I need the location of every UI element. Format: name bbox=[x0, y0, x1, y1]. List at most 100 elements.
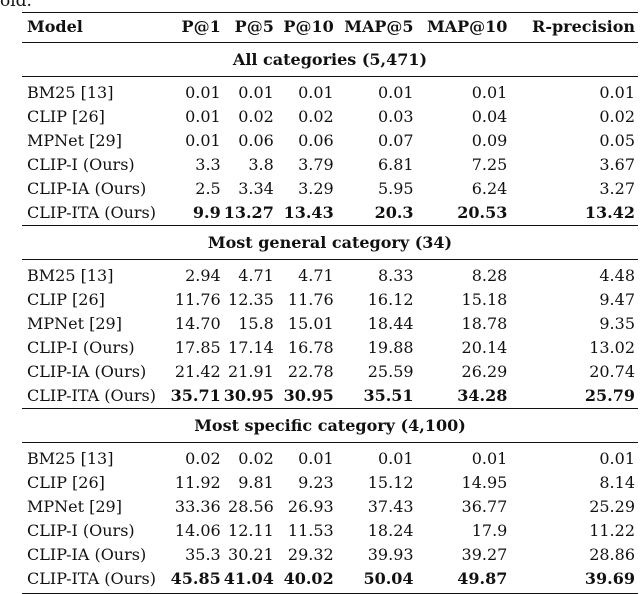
metric-cell: 34.28 bbox=[416, 384, 511, 409]
metric-cell: 2.5 bbox=[195, 179, 221, 198]
metric-cell: 29.32 bbox=[287, 545, 334, 564]
model-name-cell: MPNet [29] bbox=[27, 497, 122, 516]
metric-cell: 20.53 bbox=[416, 201, 511, 226]
metric-cell: 13.27 bbox=[223, 201, 277, 226]
metric-cell: 25.79 bbox=[510, 384, 638, 409]
section-header-row: Most specific category (4,100) bbox=[22, 408, 638, 443]
metric-cell: 9.47 bbox=[599, 290, 635, 309]
model-name-cell: CLIP-IA (Ours) bbox=[27, 179, 147, 198]
metric-cell: 20.74 bbox=[589, 362, 635, 381]
metric-cell: 33.36 bbox=[174, 497, 221, 516]
header-p10: P@10 bbox=[276, 12, 337, 43]
model-name-cell: BM25 [13] bbox=[27, 266, 114, 285]
metric-cell: 26.29 bbox=[461, 362, 508, 381]
header-map10: MAP@10 bbox=[416, 12, 511, 43]
metric-cell: 4.48 bbox=[599, 266, 635, 285]
metric-cell: 39.69 bbox=[584, 569, 635, 588]
model-name-cell: CLIP-I (Ours) bbox=[27, 338, 135, 357]
metric-cell: 0.01 bbox=[185, 131, 221, 150]
table-row: CLIP [26] 11.92 9.81 9.23 15.12 14.95 8.14 bbox=[22, 471, 638, 495]
metric-cell: 11.92 bbox=[174, 473, 221, 492]
metric-cell: 16.12 bbox=[367, 290, 414, 309]
metric-cell: 5.95 bbox=[377, 179, 414, 198]
model-name-cell: CLIP-ITA (Ours) bbox=[22, 201, 162, 226]
metric-cell: 28.86 bbox=[589, 545, 635, 564]
metric-cell: 0.01 bbox=[599, 449, 635, 468]
model-name-cell: CLIP-I (Ours) bbox=[27, 155, 135, 174]
table-row: CLIP-I (Ours) 14.06 12.11 11.53 18.24 17.9 11.… bbox=[22, 519, 638, 543]
metric-cell: 3.29 bbox=[298, 179, 334, 198]
model-name-cell: BM25 [13] bbox=[27, 83, 114, 102]
metric-cell: 15.8 bbox=[238, 314, 274, 333]
metric-cell: 8.28 bbox=[471, 266, 508, 285]
metric-cell: 37.43 bbox=[367, 497, 414, 516]
table-row: CLIP-IA (Ours) 21.42 21.91 22.78 25.59 26.29 2… bbox=[22, 360, 638, 384]
metric-cell: 39.93 bbox=[367, 545, 414, 564]
metric-cell: 8.33 bbox=[377, 266, 414, 285]
metric-cell: 0.01 bbox=[377, 449, 414, 468]
table-row: CLIP-IA (Ours) 35.3 30.21 29.32 39.93 39.27 28… bbox=[22, 543, 638, 567]
metric-cell: 0.01 bbox=[471, 83, 508, 102]
metric-cell: 0.02 bbox=[238, 449, 274, 468]
metric-cell: 40.02 bbox=[283, 569, 334, 588]
metric-cell: 3.67 bbox=[599, 155, 635, 174]
metric-cell: 0.01 bbox=[185, 107, 221, 126]
metric-cell: 9.9 bbox=[161, 201, 224, 226]
section-title: Most general category (34) bbox=[22, 225, 638, 260]
metric-cell: 11.22 bbox=[589, 521, 635, 540]
metric-cell: 30.95 bbox=[276, 384, 337, 409]
metric-cell: 15.01 bbox=[287, 314, 334, 333]
metric-cell: 30.95 bbox=[223, 384, 277, 409]
metric-cell: 11.76 bbox=[287, 290, 334, 309]
metric-cell: 9.23 bbox=[298, 473, 334, 492]
table-row: CLIP [26] 11.76 12.35 11.76 16.12 15.18 9.47 bbox=[22, 288, 638, 312]
metric-cell: 0.01 bbox=[185, 83, 221, 102]
model-name-cell: BM25 [13] bbox=[27, 449, 114, 468]
metric-cell: 2.94 bbox=[185, 266, 221, 285]
metric-cell: 20.3 bbox=[336, 201, 417, 226]
metric-cell: 17.14 bbox=[228, 338, 274, 357]
model-name-cell: MPNet [29] bbox=[27, 131, 122, 150]
metric-cell: 0.02 bbox=[298, 107, 334, 126]
metric-cell: 12.11 bbox=[228, 521, 274, 540]
metric-cell: 14.95 bbox=[461, 473, 508, 492]
metric-cell: 28.56 bbox=[228, 497, 274, 516]
table-row: CLIP-IA (Ours) 2.5 3.34 3.29 5.95 6.24 3.27 bbox=[22, 177, 638, 201]
header-rprecision: R-precision bbox=[510, 12, 638, 43]
table-row: CLIP-I (Ours) 17.85 17.14 16.78 19.88 20.14 13… bbox=[22, 336, 638, 360]
model-name-cell: CLIP [26] bbox=[27, 290, 105, 309]
metric-cell: 0.06 bbox=[238, 131, 274, 150]
metric-cell: 25.59 bbox=[367, 362, 414, 381]
table-row: BM25 [13] 0.02 0.02 0.01 0.01 0.01 0.01 bbox=[22, 443, 638, 472]
metric-cell: 11.53 bbox=[287, 521, 334, 540]
metric-cell: 41.04 bbox=[223, 569, 274, 588]
metric-cell: 0.02 bbox=[185, 449, 221, 468]
table-row: CLIP [26] 0.01 0.02 0.02 0.03 0.04 0.02 bbox=[22, 105, 638, 129]
metric-cell: 9.81 bbox=[238, 473, 274, 492]
header-p1: P@1 bbox=[161, 12, 224, 43]
metric-cell: 21.91 bbox=[228, 362, 274, 381]
metric-cell: 0.02 bbox=[238, 107, 274, 126]
table-row: CLIP-I (Ours) 3.3 3.8 3.79 6.81 7.25 3.67 bbox=[22, 153, 638, 177]
metric-cell: 35.51 bbox=[336, 384, 417, 409]
metric-cell: 19.88 bbox=[367, 338, 414, 357]
metric-cell: 12.35 bbox=[228, 290, 274, 309]
table-row: BM25 [13] 2.94 4.71 4.71 8.33 8.28 4.48 bbox=[22, 260, 638, 289]
metric-cell: 35.71 bbox=[161, 384, 224, 409]
metric-cell: 6.81 bbox=[377, 155, 414, 174]
metric-cell: 9.35 bbox=[599, 314, 635, 333]
metric-cell: 17.85 bbox=[174, 338, 221, 357]
metric-cell: 13.02 bbox=[589, 338, 635, 357]
metric-cell: 18.78 bbox=[461, 314, 508, 333]
metric-cell: 3.79 bbox=[298, 155, 334, 174]
metric-cell: 30.21 bbox=[228, 545, 274, 564]
metric-cell: 0.01 bbox=[238, 83, 274, 102]
metric-cell: 6.24 bbox=[471, 179, 508, 198]
model-name-cell: CLIP [26] bbox=[27, 107, 105, 126]
metric-cell: 39.27 bbox=[461, 545, 508, 564]
header-model: Model bbox=[22, 12, 162, 43]
metric-cell: 4.71 bbox=[238, 266, 274, 285]
metric-cell: 0.01 bbox=[377, 83, 414, 102]
metric-cell: 0.01 bbox=[298, 83, 334, 102]
metric-cell: 21.42 bbox=[174, 362, 221, 381]
